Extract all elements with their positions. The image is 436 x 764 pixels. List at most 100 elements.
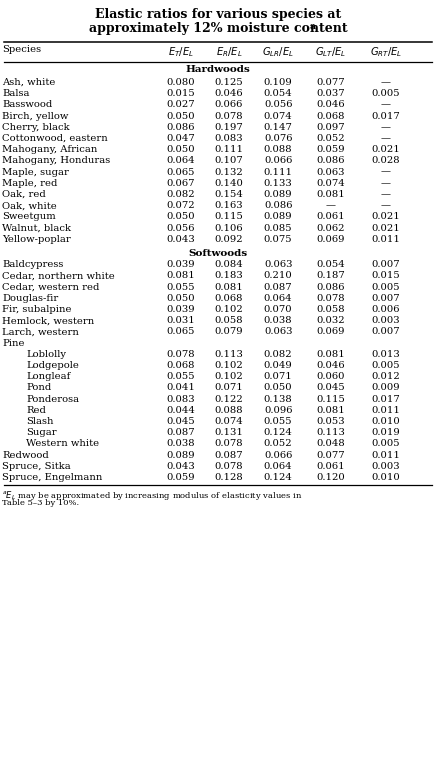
Text: 0.071: 0.071 <box>264 372 293 381</box>
Text: 0.074: 0.074 <box>316 179 345 188</box>
Text: 0.133: 0.133 <box>264 179 293 188</box>
Text: 0.032: 0.032 <box>316 316 345 325</box>
Text: Cottonwood, eastern: Cottonwood, eastern <box>2 134 108 143</box>
Text: 0.092: 0.092 <box>215 235 243 244</box>
Text: 0.059: 0.059 <box>167 473 195 482</box>
Text: Sugar: Sugar <box>26 428 57 437</box>
Text: 0.056: 0.056 <box>167 224 195 232</box>
Text: 0.044: 0.044 <box>167 406 195 415</box>
Text: 0.050: 0.050 <box>167 212 195 222</box>
Text: —: — <box>381 134 391 143</box>
Text: —: — <box>381 179 391 188</box>
Text: 0.017: 0.017 <box>371 112 400 121</box>
Text: —: — <box>381 201 391 210</box>
Text: 0.050: 0.050 <box>167 145 195 154</box>
Text: Maple, red: Maple, red <box>2 179 58 188</box>
Text: 0.043: 0.043 <box>167 461 195 471</box>
Text: 0.210: 0.210 <box>264 271 293 280</box>
Text: 0.005: 0.005 <box>371 361 400 370</box>
Text: 0.060: 0.060 <box>316 372 345 381</box>
Text: 0.077: 0.077 <box>316 451 345 460</box>
Text: 0.078: 0.078 <box>215 461 243 471</box>
Text: 0.047: 0.047 <box>167 134 195 143</box>
Text: 0.037: 0.037 <box>316 89 345 99</box>
Text: Softwoods: Softwoods <box>188 249 248 258</box>
Text: $E_R/E_L$: $E_R/E_L$ <box>215 45 242 59</box>
Text: Species: Species <box>2 45 41 54</box>
Text: Longleaf: Longleaf <box>26 372 71 381</box>
Text: 0.087: 0.087 <box>264 283 293 292</box>
Text: Sweetgum: Sweetgum <box>2 212 56 222</box>
Text: 0.078: 0.078 <box>215 439 243 448</box>
Text: 0.083: 0.083 <box>215 134 243 143</box>
Text: 0.021: 0.021 <box>371 224 400 232</box>
Text: 0.102: 0.102 <box>215 372 243 381</box>
Text: 0.052: 0.052 <box>316 134 345 143</box>
Text: 0.054: 0.054 <box>316 261 345 269</box>
Text: 0.122: 0.122 <box>215 394 243 403</box>
Text: 0.068: 0.068 <box>215 294 243 303</box>
Text: 0.012: 0.012 <box>371 372 400 381</box>
Text: $G_{LT}/E_L$: $G_{LT}/E_L$ <box>315 45 346 59</box>
Text: 0.038: 0.038 <box>167 439 195 448</box>
Text: 0.015: 0.015 <box>371 271 400 280</box>
Text: 0.054: 0.054 <box>264 89 293 99</box>
Text: Hemlock, western: Hemlock, western <box>2 316 95 325</box>
Text: 0.045: 0.045 <box>316 384 345 393</box>
Text: 0.187: 0.187 <box>316 271 345 280</box>
Text: 0.131: 0.131 <box>215 428 243 437</box>
Text: 0.085: 0.085 <box>264 224 293 232</box>
Text: Pond: Pond <box>26 384 51 393</box>
Text: Spruce, Engelmann: Spruce, Engelmann <box>2 473 102 482</box>
Text: —: — <box>381 190 391 199</box>
Text: 0.163: 0.163 <box>215 201 243 210</box>
Text: 0.028: 0.028 <box>371 157 400 165</box>
Text: 0.038: 0.038 <box>264 316 293 325</box>
Text: 0.113: 0.113 <box>215 350 243 359</box>
Text: Spruce, Sitka: Spruce, Sitka <box>2 461 71 471</box>
Text: 0.027: 0.027 <box>167 100 195 109</box>
Text: 0.074: 0.074 <box>215 417 243 426</box>
Text: 0.086: 0.086 <box>264 201 293 210</box>
Text: Cedar, northern white: Cedar, northern white <box>2 271 115 280</box>
Text: 0.039: 0.039 <box>167 305 195 314</box>
Text: 0.066: 0.066 <box>264 157 293 165</box>
Text: 0.074: 0.074 <box>264 112 293 121</box>
Text: 0.102: 0.102 <box>215 361 243 370</box>
Text: $E_T/E_L$: $E_T/E_L$ <box>168 45 194 59</box>
Text: Birch, yellow: Birch, yellow <box>2 112 68 121</box>
Text: 0.046: 0.046 <box>215 89 243 99</box>
Text: 0.053: 0.053 <box>316 417 345 426</box>
Text: 0.081: 0.081 <box>167 271 195 280</box>
Text: 0.078: 0.078 <box>215 112 243 121</box>
Text: 0.115: 0.115 <box>316 394 345 403</box>
Text: 0.072: 0.072 <box>167 201 195 210</box>
Text: Walnut, black: Walnut, black <box>2 224 71 232</box>
Text: Larch, western: Larch, western <box>2 328 79 336</box>
Text: 0.045: 0.045 <box>167 417 195 426</box>
Text: Mahogany, African: Mahogany, African <box>2 145 98 154</box>
Text: 0.120: 0.120 <box>316 473 345 482</box>
Text: 0.128: 0.128 <box>215 473 243 482</box>
Text: 0.010: 0.010 <box>371 417 400 426</box>
Text: 0.069: 0.069 <box>316 235 345 244</box>
Text: Lodgepole: Lodgepole <box>26 361 79 370</box>
Text: 0.041: 0.041 <box>167 384 195 393</box>
Text: 0.115: 0.115 <box>215 212 243 222</box>
Text: 0.096: 0.096 <box>264 406 293 415</box>
Text: 0.050: 0.050 <box>167 294 195 303</box>
Text: 0.039: 0.039 <box>167 261 195 269</box>
Text: 0.003: 0.003 <box>371 461 400 471</box>
Text: 0.009: 0.009 <box>371 384 400 393</box>
Text: 0.083: 0.083 <box>167 394 195 403</box>
Text: 0.087: 0.087 <box>167 428 195 437</box>
Text: 0.089: 0.089 <box>167 451 195 460</box>
Text: 0.081: 0.081 <box>316 350 345 359</box>
Text: 0.063: 0.063 <box>264 328 293 336</box>
Text: 0.140: 0.140 <box>215 179 243 188</box>
Text: 0.046: 0.046 <box>316 100 345 109</box>
Text: Yellow-poplar: Yellow-poplar <box>2 235 71 244</box>
Text: 0.082: 0.082 <box>264 350 293 359</box>
Text: 0.107: 0.107 <box>215 157 243 165</box>
Text: 0.055: 0.055 <box>167 283 195 292</box>
